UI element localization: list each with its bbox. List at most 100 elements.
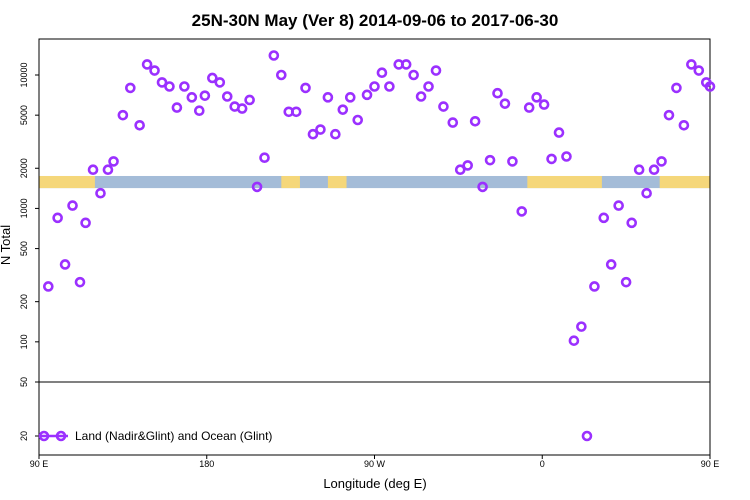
data-point bbox=[125, 82, 136, 94]
data-points bbox=[43, 50, 716, 442]
data-point bbox=[307, 128, 319, 140]
land-band bbox=[527, 175, 602, 189]
data-point bbox=[344, 92, 356, 103]
data-point bbox=[59, 259, 71, 270]
data-point bbox=[469, 115, 481, 127]
data-point bbox=[438, 101, 449, 112]
plot-frame bbox=[38, 38, 711, 456]
y-tick-label: 50 bbox=[19, 377, 29, 387]
land-band bbox=[281, 175, 300, 189]
data-point bbox=[244, 94, 255, 106]
data-point bbox=[507, 156, 518, 167]
data-point bbox=[546, 153, 557, 165]
data-point bbox=[523, 102, 535, 113]
data-point bbox=[561, 151, 572, 162]
data-point bbox=[663, 109, 675, 121]
data-point bbox=[141, 59, 153, 70]
data-point bbox=[259, 152, 270, 163]
data-point bbox=[477, 181, 488, 193]
data-point bbox=[581, 430, 593, 442]
data-point bbox=[87, 164, 99, 176]
data-point bbox=[108, 156, 119, 167]
data-point bbox=[95, 187, 106, 199]
x-tick-label: 90 E bbox=[701, 459, 720, 469]
data-point bbox=[199, 90, 211, 101]
data-point bbox=[102, 164, 114, 176]
data-point bbox=[656, 156, 667, 167]
data-point bbox=[251, 181, 263, 193]
data-point bbox=[134, 119, 145, 131]
data-point bbox=[361, 89, 373, 101]
data-point bbox=[193, 105, 205, 117]
x-axis: 90 E 180 90 W 0 90 E bbox=[30, 455, 720, 469]
x-axis-label: Longitude (deg E) bbox=[323, 476, 426, 491]
y-tick-label: 200 bbox=[19, 294, 29, 309]
data-point bbox=[492, 87, 503, 99]
data-point bbox=[369, 81, 380, 92]
y-tick-label: 5000 bbox=[19, 105, 29, 125]
data-point bbox=[330, 128, 341, 140]
land-ocean-strip bbox=[39, 175, 710, 189]
data-point bbox=[430, 65, 442, 76]
data-point bbox=[236, 103, 248, 114]
data-point bbox=[648, 164, 660, 176]
data-point bbox=[613, 200, 624, 211]
land-band bbox=[327, 175, 347, 189]
data-point bbox=[462, 160, 473, 171]
data-point bbox=[605, 259, 617, 270]
land-band bbox=[659, 175, 710, 189]
data-point bbox=[423, 81, 434, 92]
data-point bbox=[67, 200, 78, 211]
data-point bbox=[704, 81, 716, 92]
data-point bbox=[447, 117, 459, 128]
data-point bbox=[589, 281, 600, 292]
data-point bbox=[408, 69, 419, 81]
data-point bbox=[678, 119, 690, 131]
data-point bbox=[641, 187, 652, 199]
data-point bbox=[322, 92, 334, 103]
data-point bbox=[531, 92, 542, 103]
legend-label: Land (Nadir&Glint) and Ocean (Glint) bbox=[75, 429, 272, 443]
y-tick-label: 1000 bbox=[19, 198, 29, 218]
data-point bbox=[671, 82, 682, 94]
legend-marker bbox=[38, 430, 50, 442]
data-point bbox=[80, 217, 91, 229]
data-point bbox=[598, 212, 610, 224]
x-tick-label: 180 bbox=[199, 459, 214, 469]
y-tick-label: 100 bbox=[19, 334, 29, 349]
data-point bbox=[576, 321, 587, 332]
legend: Land (Nadir&Glint) and Ocean (Glint) bbox=[38, 429, 272, 443]
data-point bbox=[499, 98, 511, 109]
data-point bbox=[179, 81, 190, 92]
data-point bbox=[568, 335, 580, 346]
data-point bbox=[315, 124, 326, 135]
data-point bbox=[290, 106, 302, 118]
y-tick-label: 10000 bbox=[19, 62, 29, 87]
data-point bbox=[74, 276, 86, 288]
data-point bbox=[300, 82, 311, 94]
y-axis-label: N Total bbox=[0, 225, 13, 265]
data-point bbox=[276, 69, 287, 81]
data-point bbox=[633, 164, 645, 176]
data-point bbox=[214, 77, 226, 88]
y-tick-label: 500 bbox=[19, 241, 29, 256]
data-point bbox=[171, 102, 183, 113]
x-tick-label: 0 bbox=[540, 459, 545, 469]
data-point bbox=[553, 127, 565, 138]
y-tick-label: 20 bbox=[19, 431, 29, 441]
data-point bbox=[686, 59, 697, 70]
data-point bbox=[268, 50, 280, 61]
data-point bbox=[221, 91, 233, 102]
data-point bbox=[400, 59, 412, 70]
data-point bbox=[337, 104, 349, 115]
data-point bbox=[693, 65, 705, 76]
data-point bbox=[626, 217, 638, 229]
data-point bbox=[43, 281, 54, 292]
data-point bbox=[484, 154, 496, 166]
legend-marker bbox=[55, 430, 67, 442]
y-tick-label: 2000 bbox=[19, 158, 29, 178]
chart-title: 25N-30N May (Ver 8) 2014-09-06 to 2017-0… bbox=[192, 11, 559, 30]
data-point bbox=[149, 65, 160, 76]
data-point bbox=[52, 212, 63, 224]
data-point bbox=[538, 99, 550, 110]
